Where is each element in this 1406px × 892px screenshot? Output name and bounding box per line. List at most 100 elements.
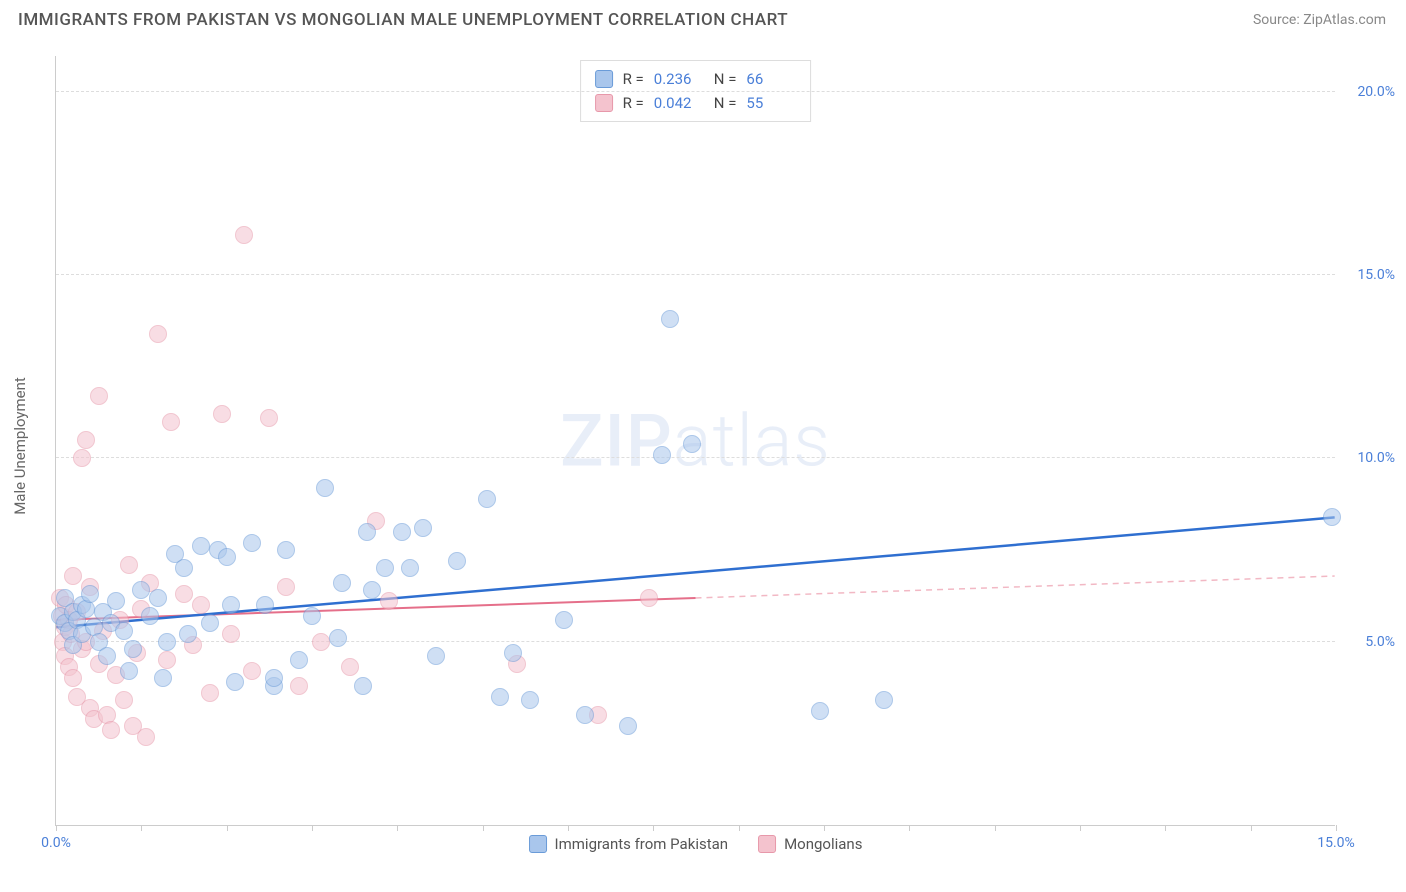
data-point-mongolians (64, 669, 82, 687)
n-label: N = (714, 67, 737, 91)
data-point-pakistan (875, 691, 893, 709)
data-point-pakistan (141, 607, 159, 625)
data-point-mongolians (115, 691, 133, 709)
data-point-pakistan (401, 559, 419, 577)
data-point-mongolians (192, 596, 210, 614)
legend-swatch-mongolians (758, 835, 776, 853)
x-tick (397, 825, 398, 831)
data-point-mongolians (290, 677, 308, 695)
data-point-mongolians (90, 387, 108, 405)
legend-label-pakistan: Immigrants from Pakistan (555, 835, 729, 853)
data-point-pakistan (226, 673, 244, 691)
data-point-pakistan (329, 629, 347, 647)
x-tick (568, 825, 569, 831)
legend-swatch-pakistan (595, 70, 613, 88)
data-point-pakistan (243, 534, 261, 552)
n-value-mongolians: 55 (746, 91, 796, 115)
x-tick (1336, 825, 1337, 831)
data-point-pakistan (201, 614, 219, 632)
data-point-pakistan (576, 706, 594, 724)
data-point-pakistan (265, 669, 283, 687)
data-point-mongolians (243, 662, 261, 680)
gridline (56, 91, 1335, 92)
data-point-mongolians (149, 325, 167, 343)
data-point-pakistan (132, 581, 150, 599)
data-point-mongolians (73, 449, 91, 467)
data-point-pakistan (393, 523, 411, 541)
watermark-zip: ZIP (560, 398, 673, 483)
data-point-pakistan (154, 669, 172, 687)
data-point-pakistan (1323, 508, 1341, 526)
x-tick (995, 825, 996, 831)
data-point-mongolians (175, 585, 193, 603)
data-point-pakistan (333, 574, 351, 592)
r-label: R = (623, 91, 644, 115)
data-point-pakistan (192, 537, 210, 555)
data-point-mongolians (640, 589, 658, 607)
data-point-mongolians (64, 567, 82, 585)
data-point-pakistan (115, 622, 133, 640)
data-point-pakistan (149, 589, 167, 607)
data-point-pakistan (427, 647, 445, 665)
data-point-mongolians (137, 728, 155, 746)
gridline (56, 641, 1335, 642)
data-point-mongolians (341, 658, 359, 676)
data-point-pakistan (222, 596, 240, 614)
x-tick (141, 825, 142, 831)
data-point-pakistan (175, 559, 193, 577)
legend-label-mongolians: Mongolians (784, 835, 862, 853)
data-point-mongolians (277, 578, 295, 596)
data-point-pakistan (619, 717, 637, 735)
series-legend: Immigrants from Pakistan Mongolians (529, 835, 863, 853)
x-tick (653, 825, 654, 831)
data-point-mongolians (235, 226, 253, 244)
data-point-pakistan (158, 633, 176, 651)
data-point-pakistan (376, 559, 394, 577)
legend-item-pakistan: Immigrants from Pakistan (529, 835, 729, 853)
data-point-mongolians (120, 556, 138, 574)
data-point-pakistan (414, 519, 432, 537)
scatter-chart: ZIPatlas R = 0.236 N = 66 R = 0.042 N = … (55, 56, 1335, 826)
data-point-pakistan (811, 702, 829, 720)
data-point-pakistan (661, 310, 679, 328)
data-point-mongolians (201, 684, 219, 702)
x-tick (824, 825, 825, 831)
data-point-mongolians (312, 633, 330, 651)
trend-line (696, 576, 1335, 598)
x-tick (312, 825, 313, 831)
data-point-mongolians (380, 592, 398, 610)
data-point-pakistan (521, 691, 539, 709)
x-tick (909, 825, 910, 831)
data-point-pakistan (491, 688, 509, 706)
data-point-pakistan (653, 446, 671, 464)
x-tick-label: 15.0% (1317, 835, 1355, 851)
data-point-mongolians (222, 625, 240, 643)
r-value-mongolians: 0.042 (654, 91, 704, 115)
data-point-mongolians (162, 413, 180, 431)
data-point-mongolians (158, 651, 176, 669)
data-point-pakistan (478, 490, 496, 508)
gridline (56, 274, 1335, 275)
x-tick (56, 825, 57, 831)
data-point-pakistan (179, 625, 197, 643)
data-point-pakistan (277, 541, 295, 559)
x-tick (1080, 825, 1081, 831)
x-tick (1251, 825, 1252, 831)
y-tick-label: 15.0% (1340, 267, 1395, 283)
data-point-pakistan (354, 677, 372, 695)
r-label: R = (623, 67, 644, 91)
data-point-pakistan (363, 581, 381, 599)
legend-item-mongolians: Mongolians (758, 835, 862, 853)
data-point-pakistan (358, 523, 376, 541)
legend-swatch-mongolians (595, 94, 613, 112)
data-point-pakistan (555, 611, 573, 629)
y-tick-label: 10.0% (1340, 450, 1395, 466)
x-tick (227, 825, 228, 831)
legend-row-mongolians: R = 0.042 N = 55 (595, 91, 797, 115)
data-point-pakistan (448, 552, 466, 570)
data-point-mongolians (213, 405, 231, 423)
x-tick (483, 825, 484, 831)
data-point-pakistan (120, 662, 138, 680)
y-axis-title: Male Unemployment (11, 377, 29, 515)
data-point-pakistan (316, 479, 334, 497)
